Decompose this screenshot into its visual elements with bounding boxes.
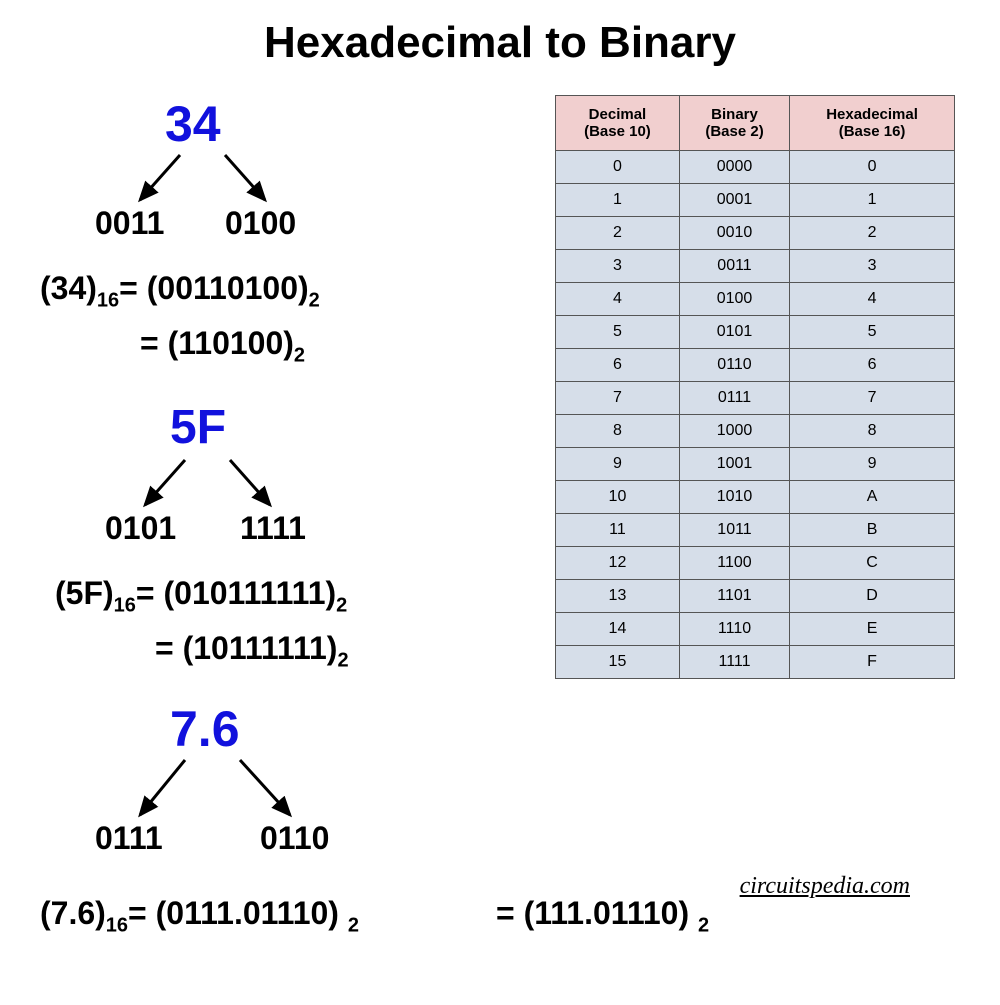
table-row: 111011B — [556, 514, 955, 547]
table-cell: 3 — [790, 250, 955, 283]
table-cell: 5 — [790, 316, 955, 349]
table-cell: 1001 — [679, 448, 789, 481]
table-row: 601106 — [556, 349, 955, 382]
table-cell: 8 — [556, 415, 680, 448]
table-cell: 0110 — [679, 349, 789, 382]
table-cell: 8 — [790, 415, 955, 448]
table-cell: 6 — [790, 349, 955, 382]
eq2-txt: = (111.01110) — [496, 895, 689, 931]
eq-rhs: = (0111.01110) — [128, 895, 339, 931]
eq2-sub: 2 — [698, 914, 709, 936]
table-cell: 9 — [556, 448, 680, 481]
table-row: 300113 — [556, 250, 955, 283]
table-cell: 2 — [790, 217, 955, 250]
table-cell: 1 — [790, 184, 955, 217]
table-cell: 7 — [790, 382, 955, 415]
table-cell: 0010 — [679, 217, 789, 250]
table-row: 810008 — [556, 415, 955, 448]
bin-left-3: 0111 — [95, 820, 163, 857]
table-cell: 1110 — [679, 613, 789, 646]
eq-lhs: (7.6) — [40, 895, 106, 931]
col-hex: Hexadecimal(Base 16) — [790, 96, 955, 151]
table-cell: 3 — [556, 250, 680, 283]
table-cell: 1011 — [679, 514, 789, 547]
col-decimal: Decimal(Base 10) — [556, 96, 680, 151]
table-cell: 4 — [556, 283, 680, 316]
table-cell: 0 — [790, 151, 955, 184]
conversion-table: Decimal(Base 10) Binary(Base 2) Hexadeci… — [555, 95, 955, 679]
table-row: 121100C — [556, 547, 955, 580]
table-row: 401004 — [556, 283, 955, 316]
table-cell: 5 — [556, 316, 680, 349]
table-cell: 0001 — [679, 184, 789, 217]
table-cell: F — [790, 646, 955, 679]
table-row: 701117 — [556, 382, 955, 415]
table-row: 200102 — [556, 217, 955, 250]
table-cell: 13 — [556, 580, 680, 613]
equation-3a: (7.6)16= (0111.01110) 2 — [40, 895, 359, 937]
eq-rhs-sub: 2 — [348, 914, 359, 936]
table-row: 100011 — [556, 184, 955, 217]
table-cell: 0111 — [679, 382, 789, 415]
table-row: 101010A — [556, 481, 955, 514]
table-cell: 12 — [556, 547, 680, 580]
table-cell: 1010 — [679, 481, 789, 514]
bin-right-3: 0110 — [260, 820, 329, 857]
watermark: circuitspedia.com — [740, 873, 910, 900]
table-cell: 10 — [556, 481, 680, 514]
table-cell: 14 — [556, 613, 680, 646]
table-cell: D — [790, 580, 955, 613]
table-cell: 9 — [790, 448, 955, 481]
eq-lhs-sub: 16 — [106, 914, 128, 936]
table-cell: 1100 — [679, 547, 789, 580]
table-cell: 0011 — [679, 250, 789, 283]
table-cell: 2 — [556, 217, 680, 250]
table-cell: B — [790, 514, 955, 547]
table-cell: 0100 — [679, 283, 789, 316]
table-header-row: Decimal(Base 10) Binary(Base 2) Hexadeci… — [556, 96, 955, 151]
col-binary: Binary(Base 2) — [679, 96, 789, 151]
table-row: 501015 — [556, 316, 955, 349]
table-cell: 0000 — [679, 151, 789, 184]
table-row: 131101D — [556, 580, 955, 613]
table-cell: A — [790, 481, 955, 514]
table-cell: 7 — [556, 382, 680, 415]
table-row: 000000 — [556, 151, 955, 184]
table-cell: 1000 — [679, 415, 789, 448]
table-cell: E — [790, 613, 955, 646]
table-cell: 15 — [556, 646, 680, 679]
table-cell: 1 — [556, 184, 680, 217]
table-cell: 0 — [556, 151, 680, 184]
table-cell: C — [790, 547, 955, 580]
table-row: 910019 — [556, 448, 955, 481]
table-cell: 1101 — [679, 580, 789, 613]
table-row: 141110E — [556, 613, 955, 646]
table-row: 151111F — [556, 646, 955, 679]
table-cell: 11 — [556, 514, 680, 547]
equation-3b: = (111.01110) 2 — [496, 895, 709, 937]
table-cell: 1111 — [679, 646, 789, 679]
table-cell: 0101 — [679, 316, 789, 349]
table-cell: 6 — [556, 349, 680, 382]
table-cell: 4 — [790, 283, 955, 316]
